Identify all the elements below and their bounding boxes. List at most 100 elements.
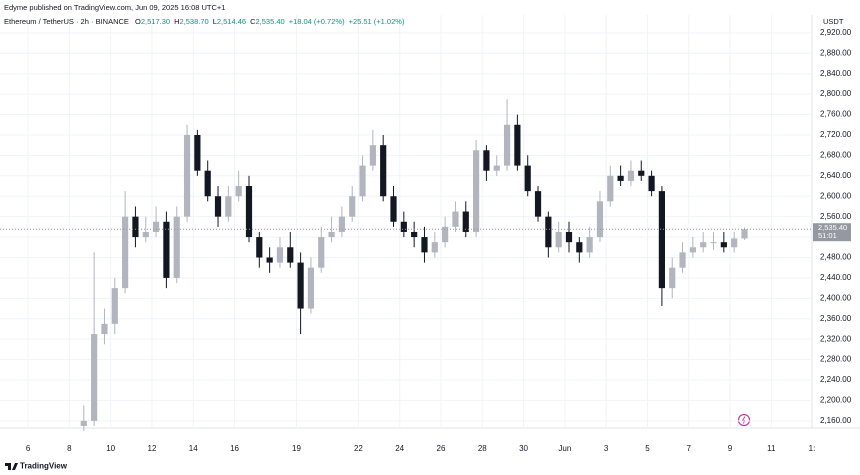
candle-body — [163, 221, 170, 278]
candle-body — [80, 420, 87, 426]
candle-body — [700, 242, 707, 248]
x-tick-label: 24 — [395, 444, 404, 453]
ohlc-key: H — [174, 17, 179, 26]
candle-body — [421, 237, 428, 253]
y-tick-label: 2,920.00 — [820, 28, 852, 37]
candle-body — [648, 175, 655, 192]
candle-body — [111, 288, 118, 324]
candle-body — [204, 170, 211, 197]
brand: TradingView — [20, 462, 68, 471]
candle-body — [91, 334, 98, 421]
y-tick-label: 2,760.00 — [820, 110, 852, 119]
candle-body — [380, 145, 387, 197]
candle-body — [731, 238, 738, 248]
candle-body — [596, 201, 604, 238]
candle-body — [710, 242, 717, 244]
candle-body — [689, 247, 696, 253]
candle-body — [524, 165, 531, 192]
tv-logo — [5, 463, 18, 470]
y-tick-label: 2,800.00 — [820, 89, 852, 98]
y-tick-label: 2,600.00 — [820, 191, 852, 200]
y-tick-label: 2,480.00 — [820, 253, 852, 262]
y-tick-label: 2,680.00 — [820, 150, 852, 159]
x-tick-label: 7 — [687, 444, 692, 453]
y-tick-label: 2,880.00 — [820, 48, 852, 57]
candle-body — [411, 231, 418, 238]
y-tick-label: 2,720.00 — [820, 130, 852, 139]
x-tick-label: 14 — [189, 444, 198, 453]
legend: Ethereum / TetherUS · 2h · BINANCE O2,51… — [4, 17, 405, 26]
x-tick-label: 11 — [767, 444, 776, 453]
candle-body — [235, 186, 242, 197]
candle-body — [132, 216, 139, 238]
y-tick-label: 2,160.00 — [820, 416, 852, 425]
candle-body — [194, 134, 201, 171]
candle-body — [586, 237, 593, 253]
y-tick-label: 2,560.00 — [820, 212, 852, 221]
ohlc-value: 2,535.40 — [255, 17, 284, 26]
y-tick-label: 2,200.00 — [820, 396, 852, 405]
candle-body — [183, 134, 191, 217]
x-tick-label: 9 — [728, 444, 733, 453]
candle-body — [627, 170, 635, 181]
y-tick-label: 2,240.00 — [820, 375, 852, 384]
candle-body — [101, 323, 108, 335]
x-tick-label: Jun — [558, 444, 571, 453]
symbol: Ethereum / TetherUS · 2h · BINANCE — [4, 17, 129, 26]
x-tick-label: 10 — [106, 444, 115, 453]
candle-body — [245, 186, 253, 238]
last-price-label: 2,535.40 — [818, 223, 847, 232]
countdown: 51:01 — [818, 231, 837, 240]
candle-body — [514, 124, 521, 166]
x-tick-label: 19 — [292, 444, 301, 453]
candle-body — [452, 211, 459, 227]
publisher: Edyme published on TradingView.com, Jun … — [4, 3, 225, 12]
candle-body — [442, 226, 449, 243]
axis-unit: USDT — [823, 17, 844, 26]
y-tick-label: 2,840.00 — [820, 69, 852, 78]
candle-body — [338, 216, 345, 232]
candle-body — [720, 242, 727, 248]
candle-body — [276, 247, 284, 263]
y-tick-label: 2,280.00 — [820, 355, 852, 364]
candle-body — [555, 231, 562, 248]
y-tick-label: 2,440.00 — [820, 273, 852, 282]
y-tick-label: 2,640.00 — [820, 171, 852, 180]
candle-body — [122, 216, 129, 289]
candle-body — [256, 237, 263, 258]
candle-body — [669, 267, 676, 289]
candle-body — [400, 221, 407, 232]
candle-body — [565, 231, 573, 243]
x-tick-label: 12 — [148, 444, 157, 453]
candle-body — [607, 175, 614, 202]
candle-body — [225, 196, 232, 217]
change: +18.04 (+0.72%) — [289, 17, 345, 26]
x-tick-label: 6 — [26, 444, 31, 453]
last-price-box — [813, 223, 851, 242]
candle-body — [214, 196, 222, 217]
candle-body — [328, 231, 335, 238]
candle-body — [287, 247, 294, 263]
ohlc-value: 2,517.30 — [141, 17, 170, 26]
candle-body — [545, 216, 552, 248]
candle-body — [359, 165, 366, 197]
ohlc-value: 2,538.70 — [179, 17, 208, 26]
candle-body — [638, 170, 645, 176]
candle-body — [503, 124, 511, 166]
candle-body — [493, 165, 500, 171]
candle-body — [390, 196, 397, 222]
candles — [80, 99, 748, 432]
x-tick-label: 22 — [354, 444, 363, 453]
candle-body — [431, 242, 438, 253]
x-tick-label: 28 — [478, 444, 487, 453]
candle-body — [741, 229, 748, 239]
candle-body — [318, 237, 325, 268]
candle-body — [173, 216, 180, 278]
candle-body — [483, 150, 490, 171]
candle-body — [576, 242, 583, 253]
grid — [0, 15, 812, 428]
candle-body — [349, 196, 356, 217]
candle-body — [297, 262, 304, 309]
x-tick-label: 30 — [519, 444, 528, 453]
